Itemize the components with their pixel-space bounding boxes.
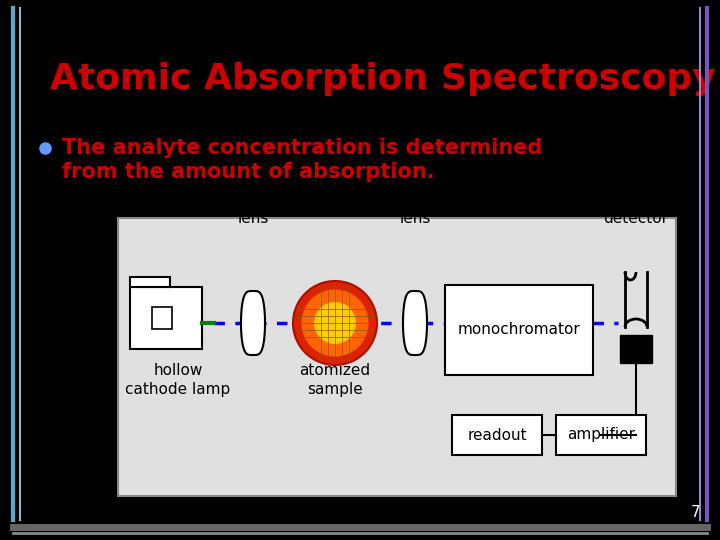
Text: atomized
sample: atomized sample	[300, 363, 371, 396]
Text: readout: readout	[467, 428, 527, 442]
Text: lens: lens	[400, 211, 431, 226]
Polygon shape	[403, 291, 427, 355]
Text: Atomic Absorption Spectroscopy: Atomic Absorption Spectroscopy	[50, 62, 716, 96]
Text: 7: 7	[690, 505, 700, 520]
FancyBboxPatch shape	[445, 285, 593, 375]
FancyBboxPatch shape	[152, 307, 172, 329]
FancyBboxPatch shape	[452, 415, 542, 455]
FancyBboxPatch shape	[556, 415, 646, 455]
Text: lens: lens	[238, 211, 269, 226]
FancyBboxPatch shape	[118, 218, 676, 496]
Text: The analyte concentration is determined: The analyte concentration is determined	[62, 138, 542, 158]
FancyBboxPatch shape	[130, 277, 170, 287]
Text: detector: detector	[603, 211, 668, 226]
FancyBboxPatch shape	[130, 287, 202, 349]
Text: amplifier: amplifier	[567, 428, 635, 442]
Polygon shape	[241, 291, 265, 355]
Text: hollow
cathode lamp: hollow cathode lamp	[125, 363, 230, 396]
Ellipse shape	[293, 281, 377, 365]
Text: from the amount of absorption.: from the amount of absorption.	[62, 162, 435, 182]
FancyBboxPatch shape	[620, 335, 652, 363]
Ellipse shape	[302, 289, 369, 356]
Ellipse shape	[314, 302, 356, 344]
Text: monochromator: monochromator	[458, 322, 580, 338]
